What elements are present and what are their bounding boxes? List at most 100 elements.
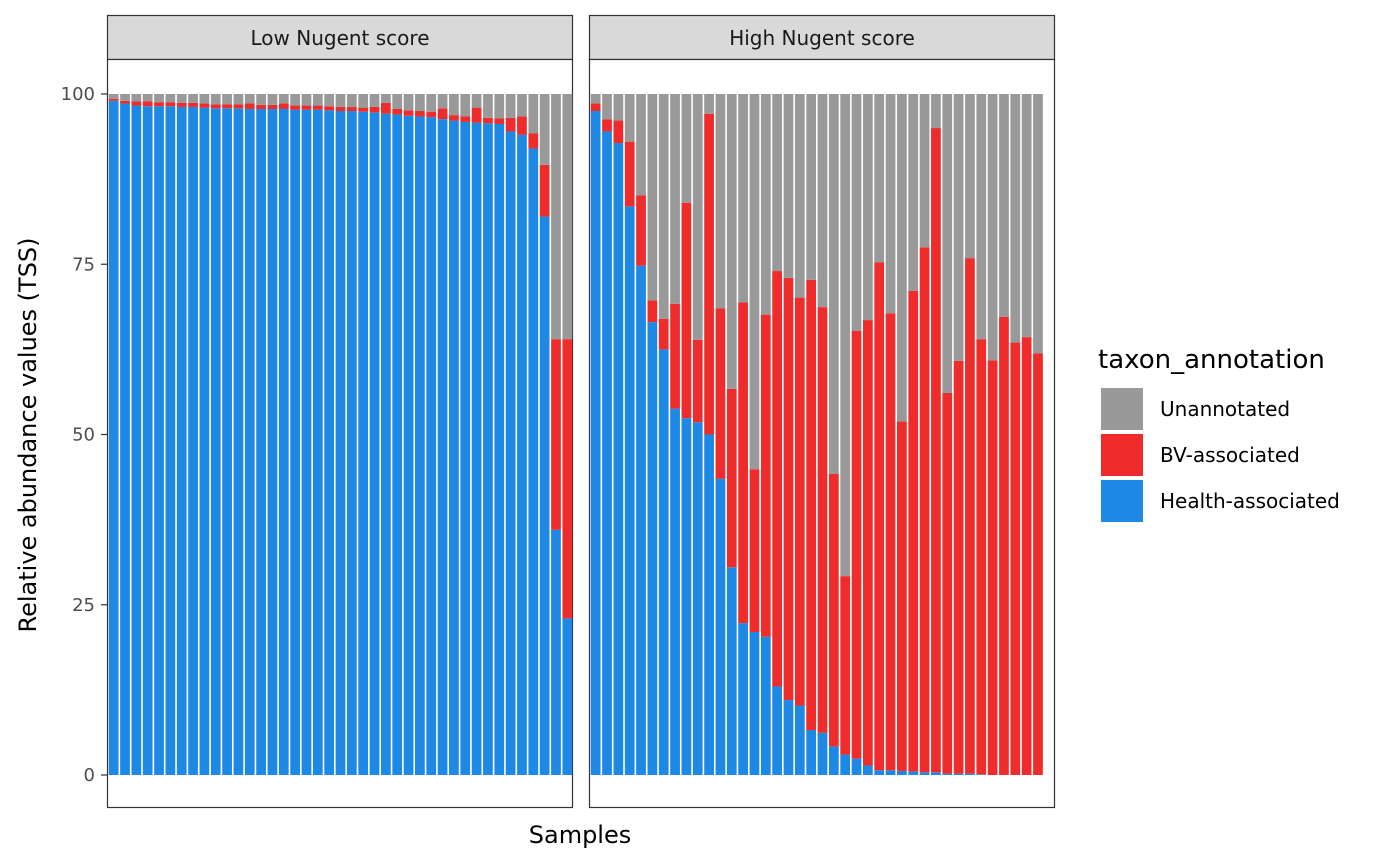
bar-segment-bv [624, 141, 635, 207]
bar-segment-unannotated [165, 94, 176, 103]
bar-segment-bv [953, 360, 964, 774]
bar-segment-bv [681, 202, 692, 419]
bar-segment-health [794, 705, 805, 775]
bar-segment-health [278, 108, 289, 776]
bar-segment-unannotated [188, 94, 198, 103]
strip-label-low-nugent: Low Nugent score [251, 26, 430, 50]
bar-segment-health [624, 206, 635, 775]
bar-segment-health [267, 108, 278, 776]
bar-segment-unannotated [658, 94, 669, 319]
bar-segment-unannotated [738, 94, 748, 303]
bar-segment-bv [551, 339, 561, 530]
bar-segment-health [953, 773, 964, 775]
strip-label-high-nugent: High Nugent score [729, 26, 915, 50]
bar-segment-unannotated [449, 94, 459, 116]
bar-segment-health [131, 105, 142, 775]
bar-segment-health [188, 106, 198, 775]
legend-label-unannotated: Unannotated [1160, 397, 1290, 421]
bar-segment-unannotated [358, 94, 369, 108]
bar-segment-health [726, 567, 737, 775]
legend-label-bv-associated: BV-associated [1160, 443, 1300, 467]
bar-segment-health [426, 117, 437, 775]
bar-segment-bv [862, 320, 873, 766]
bar-segment-bv [539, 164, 550, 217]
bar-segment-unannotated [817, 94, 828, 308]
bar-segment-unannotated [749, 94, 760, 470]
bar-segment-unannotated [953, 94, 964, 361]
bar-segment-unannotated [919, 94, 930, 248]
bar-segment-bv [267, 104, 278, 109]
bar-segment-bv [794, 297, 805, 706]
bar-segment-bv [590, 103, 601, 112]
x-axis-title: Samples [529, 821, 632, 849]
bar-segment-unannotated [233, 94, 244, 105]
bar-segment-health [715, 478, 726, 775]
bar-segment-bv [494, 118, 505, 124]
bar-segment-unannotated [210, 94, 221, 105]
bar-segment-bv [449, 115, 459, 121]
bar-segment-health [449, 120, 459, 775]
bar-segment-bv [471, 107, 482, 123]
bar-segment-unannotated [602, 94, 612, 120]
bar-segment-unannotated [828, 94, 839, 474]
legend-key-bv-associated [1101, 434, 1143, 476]
bars-high-nugent [590, 94, 1043, 776]
bar-segment-health [919, 772, 930, 775]
bar-segment-health [897, 770, 907, 775]
bar-segment-unannotated [987, 94, 998, 361]
bar-segment-unannotated [517, 94, 527, 117]
bar-segment-unannotated [862, 94, 873, 321]
bar-segment-bv [840, 576, 851, 755]
bar-segment-bv [783, 277, 794, 701]
bar-segment-unannotated [483, 94, 493, 118]
legend-label-health-associated: Health-associated [1160, 489, 1340, 513]
bar-segment-health [199, 107, 210, 776]
bar-segment-unannotated [590, 94, 601, 104]
bar-segment-unannotated [369, 94, 380, 107]
bar-segment-health [851, 758, 862, 775]
bar-segment-bv [142, 101, 153, 107]
bar-segment-health [738, 623, 748, 775]
y-tick-label: 50 [72, 425, 95, 446]
bar-segment-bv [919, 247, 930, 773]
bar-segment-unannotated [494, 94, 505, 119]
bar-segment-bv [1010, 342, 1021, 775]
bar-segment-bv [772, 271, 783, 687]
bar-segment-unannotated [222, 94, 232, 105]
bar-segment-health [471, 122, 482, 776]
bar-segment-unannotated [670, 94, 680, 304]
bar-segment-bv [301, 105, 312, 110]
bar-segment-health [539, 216, 550, 775]
bars-low-nugent [108, 94, 573, 776]
bar-segment-bv [749, 469, 760, 632]
y-axis-title: Relative abundance values (TSS) [14, 237, 42, 632]
bar-segment-health [602, 131, 612, 775]
bar-segment-unannotated [244, 94, 255, 104]
bar-segment-bv [999, 316, 1009, 775]
bar-segment-unannotated [885, 94, 896, 314]
bar-segment-bv [874, 262, 885, 771]
bar-segment-bv [403, 110, 414, 116]
bar-segment-bv [369, 106, 380, 113]
bar-segment-unannotated [551, 94, 561, 340]
bar-segment-unannotated [908, 94, 919, 291]
bar-segment-bv [483, 117, 493, 124]
bar-segment-unannotated [726, 94, 737, 389]
bar-segment-health [670, 408, 680, 775]
bar-segment-health [590, 111, 601, 775]
bar-segment-bv [851, 330, 862, 759]
bar-segment-unannotated [806, 94, 817, 280]
bar-segment-unannotated [976, 94, 987, 340]
bar-segment-health [862, 765, 873, 775]
bar-segment-health [108, 100, 119, 775]
bar-segment-health [142, 106, 153, 775]
bar-segment-bv [437, 108, 448, 120]
bar-segment-health [885, 770, 896, 775]
bar-segment-unannotated [613, 94, 624, 121]
bar-segment-bv [704, 113, 714, 435]
bar-segment-unannotated [199, 94, 210, 104]
y-tick-label: 75 [72, 254, 95, 275]
bar-segment-unannotated [471, 94, 482, 108]
bar-segment-bv [505, 117, 516, 132]
bar-segment-bv [715, 308, 726, 479]
